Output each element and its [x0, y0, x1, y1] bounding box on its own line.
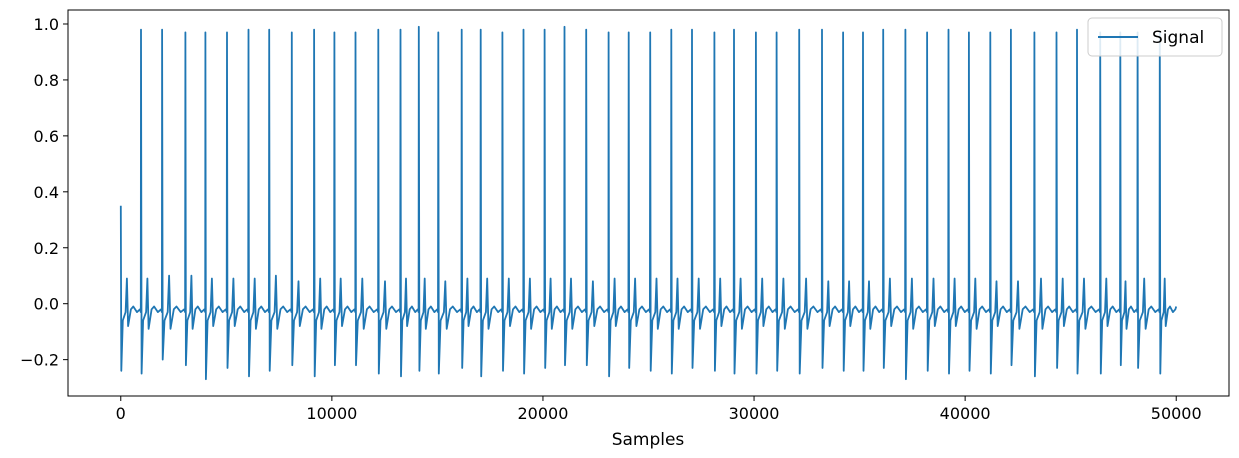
- signal-series-line: [119, 25, 1178, 381]
- legend-box: [1087, 17, 1223, 57]
- x-tick-label: 20000: [518, 404, 569, 423]
- x-axis-label: Samples: [612, 430, 685, 450]
- x-tick-label: 50000: [1151, 404, 1202, 423]
- x-tick-label: 30000: [729, 404, 780, 423]
- plot-area: [68, 10, 1229, 396]
- x-tick-label: 40000: [940, 404, 991, 423]
- plot-frame: [67, 9, 1230, 397]
- y-tick-label: 0.2: [34, 239, 59, 258]
- y-tick-label: 1.0: [34, 15, 59, 34]
- y-tick-label: 0.6: [34, 127, 59, 146]
- y-tick-label: 0.8: [34, 71, 59, 90]
- y-axis-ticks: −0.2 0.0 0.2 0.4 0.6 0.8 1.0: [20, 15, 68, 370]
- x-tick-label: 10000: [306, 404, 357, 423]
- y-tick-label: −0.2: [20, 351, 59, 370]
- y-tick-label: 0.4: [34, 183, 59, 202]
- x-tick-label: 0: [116, 404, 126, 423]
- legend: Signal: [1087, 17, 1223, 57]
- y-tick-label: 0.0: [34, 295, 59, 314]
- legend-label-signal: Signal: [1152, 28, 1204, 48]
- x-axis-ticks: 0 10000 20000 30000 40000 50000: [116, 396, 1202, 423]
